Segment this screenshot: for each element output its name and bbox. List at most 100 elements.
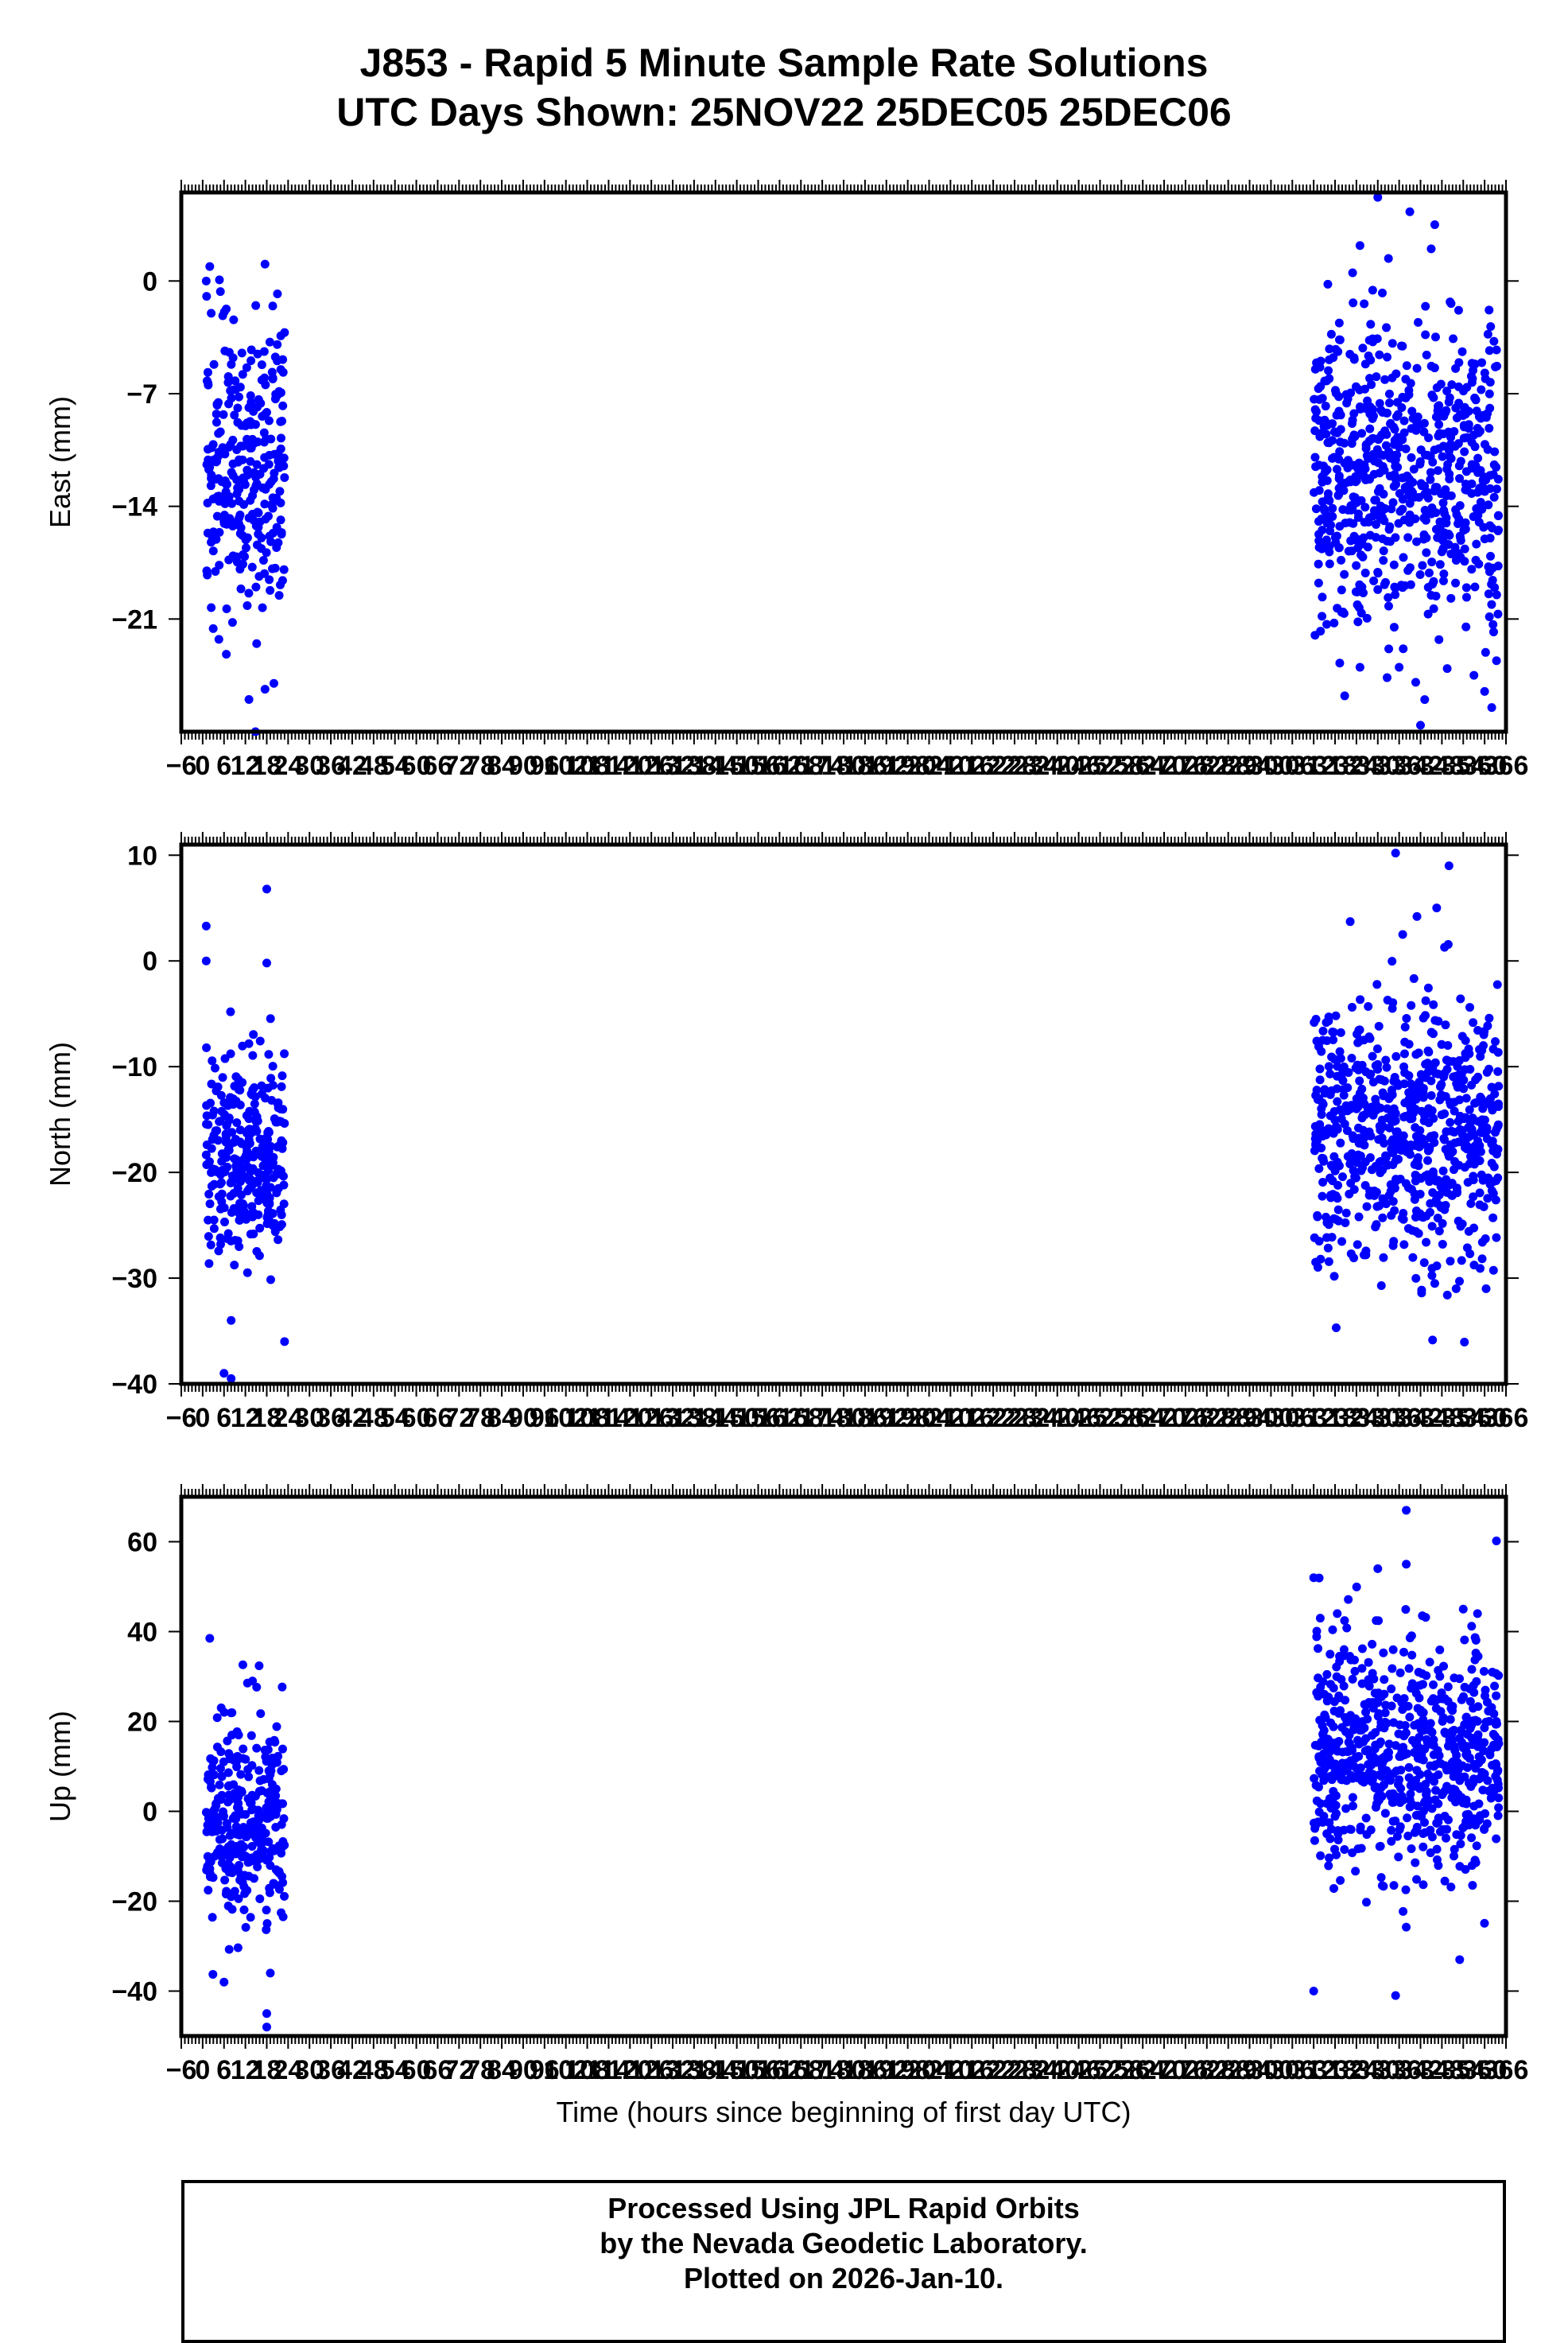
data-point — [1366, 1153, 1375, 1162]
data-point — [1435, 518, 1444, 526]
data-point — [228, 618, 237, 627]
data-point — [1390, 623, 1399, 631]
y-tick-label: −21 — [111, 604, 157, 635]
data-point — [1473, 424, 1482, 433]
data-point — [1376, 1168, 1384, 1177]
data-point — [1328, 1028, 1337, 1036]
data-point — [1358, 344, 1367, 352]
data-point — [254, 1766, 263, 1775]
data-point — [249, 1030, 258, 1039]
data-point — [210, 1224, 219, 1233]
data-point — [1422, 1109, 1430, 1117]
data-point — [1325, 356, 1333, 364]
data-point — [278, 1879, 287, 1887]
data-point — [278, 1745, 287, 1754]
y-axis-label: East (mm) — [44, 396, 76, 528]
data-point — [1374, 1135, 1383, 1144]
data-point — [266, 1848, 275, 1856]
data-point — [220, 1168, 229, 1176]
data-point — [1481, 534, 1489, 543]
data-point — [1407, 1104, 1415, 1113]
data-point — [235, 393, 243, 402]
data-point — [264, 1127, 273, 1136]
data-point — [246, 1168, 254, 1176]
y-tick-label: 60 — [127, 1528, 157, 1558]
data-point — [214, 452, 223, 460]
data-point — [279, 1181, 288, 1190]
data-point — [1461, 1036, 1470, 1045]
data-point — [1391, 480, 1400, 489]
data-point — [1379, 451, 1388, 460]
data-point — [1457, 536, 1465, 545]
data-point — [236, 529, 245, 538]
data-point — [1369, 452, 1378, 460]
data-point — [1332, 389, 1341, 398]
data-point — [1324, 1016, 1333, 1025]
data-point — [253, 460, 262, 469]
data-point — [272, 1169, 281, 1178]
data-point — [261, 380, 270, 389]
data-point — [1446, 1883, 1455, 1891]
data-point — [1490, 583, 1499, 592]
data-point — [1330, 1116, 1339, 1125]
data-point — [1479, 523, 1488, 532]
data-point — [1364, 352, 1373, 360]
data-point — [1355, 1213, 1364, 1222]
data-point — [207, 474, 215, 483]
data-point — [1473, 1155, 1481, 1164]
data-point — [227, 1374, 235, 1383]
data-point — [1328, 1626, 1337, 1634]
data-point — [1405, 1763, 1414, 1772]
data-point — [1376, 1158, 1384, 1167]
data-point — [270, 679, 278, 688]
data-point — [1364, 1103, 1372, 1112]
data-point — [1391, 1183, 1399, 1192]
data-point — [1462, 1141, 1471, 1150]
data-point — [276, 499, 285, 507]
data-point — [1385, 390, 1394, 398]
data-point — [265, 1199, 274, 1208]
data-point — [1455, 1276, 1464, 1285]
data-point — [209, 535, 218, 544]
data-point — [220, 499, 229, 508]
chart-title: J853 - Rapid 5 Minute Sample Rate Soluti… — [0, 38, 1568, 137]
data-point — [1368, 414, 1377, 423]
data-point — [1327, 330, 1336, 339]
data-point — [1378, 513, 1387, 522]
data-point — [1369, 577, 1378, 585]
data-point — [1384, 602, 1393, 611]
data-point — [215, 275, 223, 284]
data-point — [1455, 1095, 1464, 1104]
data-point — [1323, 515, 1332, 523]
data-point — [224, 399, 233, 408]
data-point — [245, 1107, 254, 1116]
data-point — [1334, 543, 1343, 552]
data-point — [1422, 351, 1431, 359]
data-point — [1461, 623, 1470, 631]
data-point — [208, 1056, 216, 1065]
data-point — [1426, 1076, 1435, 1085]
data-point — [1388, 1160, 1397, 1169]
data-point — [1410, 464, 1419, 473]
data-point — [1469, 366, 1477, 375]
data-point — [239, 1843, 248, 1851]
data-point — [1353, 1030, 1361, 1039]
data-point — [246, 391, 255, 400]
data-point — [244, 589, 253, 597]
data-point — [1333, 1072, 1341, 1081]
data-point — [1335, 474, 1344, 483]
data-point — [252, 639, 261, 648]
data-point — [241, 1810, 250, 1819]
data-point — [230, 1204, 239, 1213]
data-point — [1431, 332, 1440, 341]
data-point — [1416, 570, 1425, 579]
data-point — [1437, 380, 1446, 389]
data-point — [238, 348, 246, 357]
data-point — [1324, 494, 1333, 503]
data-point — [1430, 363, 1439, 372]
data-point — [1494, 1803, 1503, 1812]
data-point — [1441, 1020, 1450, 1029]
data-point — [1372, 520, 1380, 529]
x-tick-label: 366 — [1484, 1403, 1529, 1433]
data-point — [244, 1871, 253, 1880]
